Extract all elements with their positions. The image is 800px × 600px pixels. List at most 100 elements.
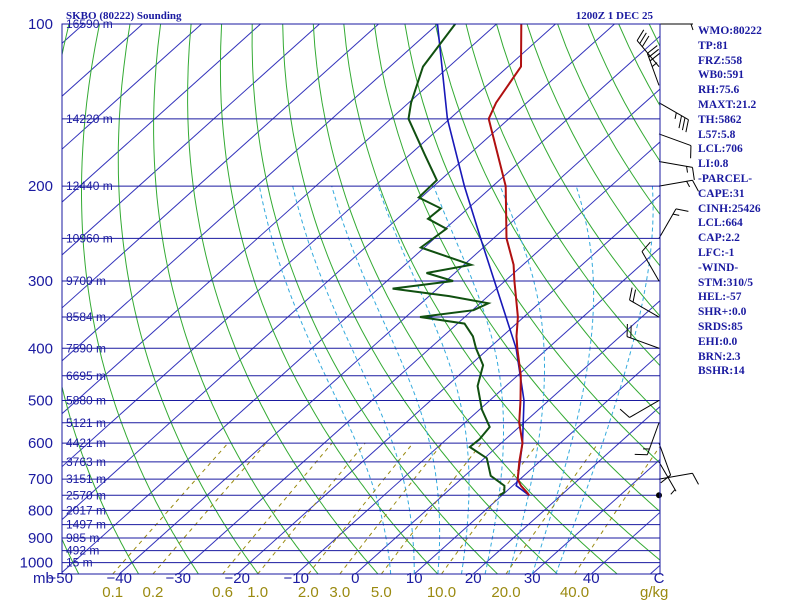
height-label: 14220 m — [66, 112, 113, 126]
height-label: 985 m — [66, 531, 99, 545]
index-line: MAXT:21.2 — [698, 98, 757, 111]
barb-full — [685, 119, 689, 133]
barb-full — [619, 408, 630, 418]
mixing-ratio-unit-label: g/kg — [640, 584, 668, 600]
index-line: WB0:591 — [698, 69, 744, 82]
dewpoint-trace — [392, 24, 506, 497]
wind-barb — [659, 23, 694, 31]
wind-barb — [658, 179, 699, 192]
mixing-ratio-line — [307, 442, 414, 574]
barb-full — [678, 115, 683, 129]
height-label: 1497 m — [66, 518, 106, 532]
mixing-ratio-label: 3.0 — [329, 584, 350, 600]
isotherm — [62, 24, 497, 415]
height-label: 3763 m — [66, 455, 106, 469]
barb-full — [629, 287, 633, 301]
barb-half — [672, 213, 680, 216]
index-line: CAPE:31 — [698, 187, 745, 200]
dry-adiabat — [496, 24, 660, 317]
barb-half — [674, 112, 677, 119]
wind-barb — [636, 29, 660, 67]
temperature-tick-label: 10 — [406, 570, 423, 587]
dry-adiabat — [434, 24, 660, 416]
height-label: 15 m — [66, 556, 93, 570]
mixing-ratio-line — [152, 442, 267, 574]
isotherm — [62, 24, 438, 362]
moist-adiabat — [331, 185, 441, 574]
wind-barb — [646, 45, 661, 86]
moist-adiabat — [433, 185, 504, 574]
barb-full — [660, 474, 671, 484]
calm-wind-mark — [656, 492, 662, 499]
barb-staff — [629, 400, 660, 418]
pressure-unit-label: mb — [33, 570, 54, 587]
temperature-tick-label: 0 — [351, 570, 359, 587]
barb-staff — [629, 299, 660, 318]
pressure-label: 500 — [28, 392, 53, 409]
pressure-label: 400 — [28, 340, 53, 357]
pressure-label: 800 — [28, 502, 53, 519]
barb-staff — [658, 442, 672, 476]
height-label: 12440 m — [66, 179, 113, 193]
dry-adiabat — [117, 24, 259, 574]
wind-barb — [641, 241, 660, 282]
wind-barb — [619, 400, 660, 418]
dry-adiabat — [404, 24, 660, 464]
background-lines — [62, 24, 660, 574]
isotherm — [62, 24, 320, 256]
index-panel: WMO:80222 TP:81 FRZ:558 WB0:591 RH:75.6 MAXT:… — [698, 24, 798, 379]
index-line: LCL:706 — [698, 143, 743, 156]
barb-full — [692, 179, 699, 192]
index-line: LCL:664 — [698, 217, 743, 230]
isotherm — [62, 24, 556, 468]
dry-adiabat — [465, 24, 660, 367]
height-label: 3151 m — [66, 472, 106, 486]
index-line: SHR+:0.0 — [698, 306, 747, 319]
barb-half — [690, 23, 694, 31]
mixing-ratio-label: 5.0 — [371, 584, 392, 600]
barb-full — [647, 45, 658, 54]
isobars — [62, 23, 660, 564]
moist-adiabat — [555, 186, 654, 574]
wind-barb — [658, 160, 695, 180]
chart-title: SKBO (80222) Sounding — [66, 10, 182, 22]
pressure-label: 600 — [28, 435, 53, 452]
wind-barb — [656, 492, 662, 499]
wind-barb — [658, 133, 692, 159]
wind-barb — [658, 208, 689, 239]
barb-full — [632, 289, 637, 303]
isotherm — [62, 24, 379, 309]
mixing-ratio-label: 2.0 — [298, 584, 319, 600]
mixing-ratio-label: 40.0 — [560, 584, 589, 600]
temperature-tick-label: 30 — [524, 570, 541, 587]
dry-adiabat — [526, 24, 660, 267]
dry-adiabat — [251, 24, 498, 574]
height-label: 2570 m — [66, 488, 106, 502]
index-line: CINH:25426 — [698, 202, 761, 215]
isotherm — [177, 141, 660, 574]
barb-staff — [658, 461, 677, 492]
barb-full — [692, 473, 699, 485]
barb-staff — [646, 53, 660, 86]
isotherm — [118, 88, 660, 574]
wind-barbs — [619, 23, 699, 499]
mixing-ratio-label: 0.2 — [143, 584, 164, 600]
height-label: 492 m — [66, 544, 99, 558]
isotherm — [531, 458, 660, 574]
height-label: 8584 m — [66, 310, 106, 324]
barb-staff — [658, 472, 693, 480]
barb-full — [636, 29, 645, 41]
plot-frame — [61, 23, 661, 575]
index-line: EHI:0.0 — [698, 335, 738, 348]
barb-full — [649, 52, 661, 62]
index-line: WMO:80222 — [698, 25, 762, 37]
index-line: L57:5.8 — [698, 128, 736, 141]
moist-adiabat — [499, 185, 545, 574]
dry-adiabat — [219, 24, 439, 574]
wind-barb — [626, 323, 660, 349]
mixing-ratio-line — [222, 442, 333, 574]
mixing-ratio-line — [112, 442, 229, 574]
parcel-trace — [436, 24, 530, 496]
